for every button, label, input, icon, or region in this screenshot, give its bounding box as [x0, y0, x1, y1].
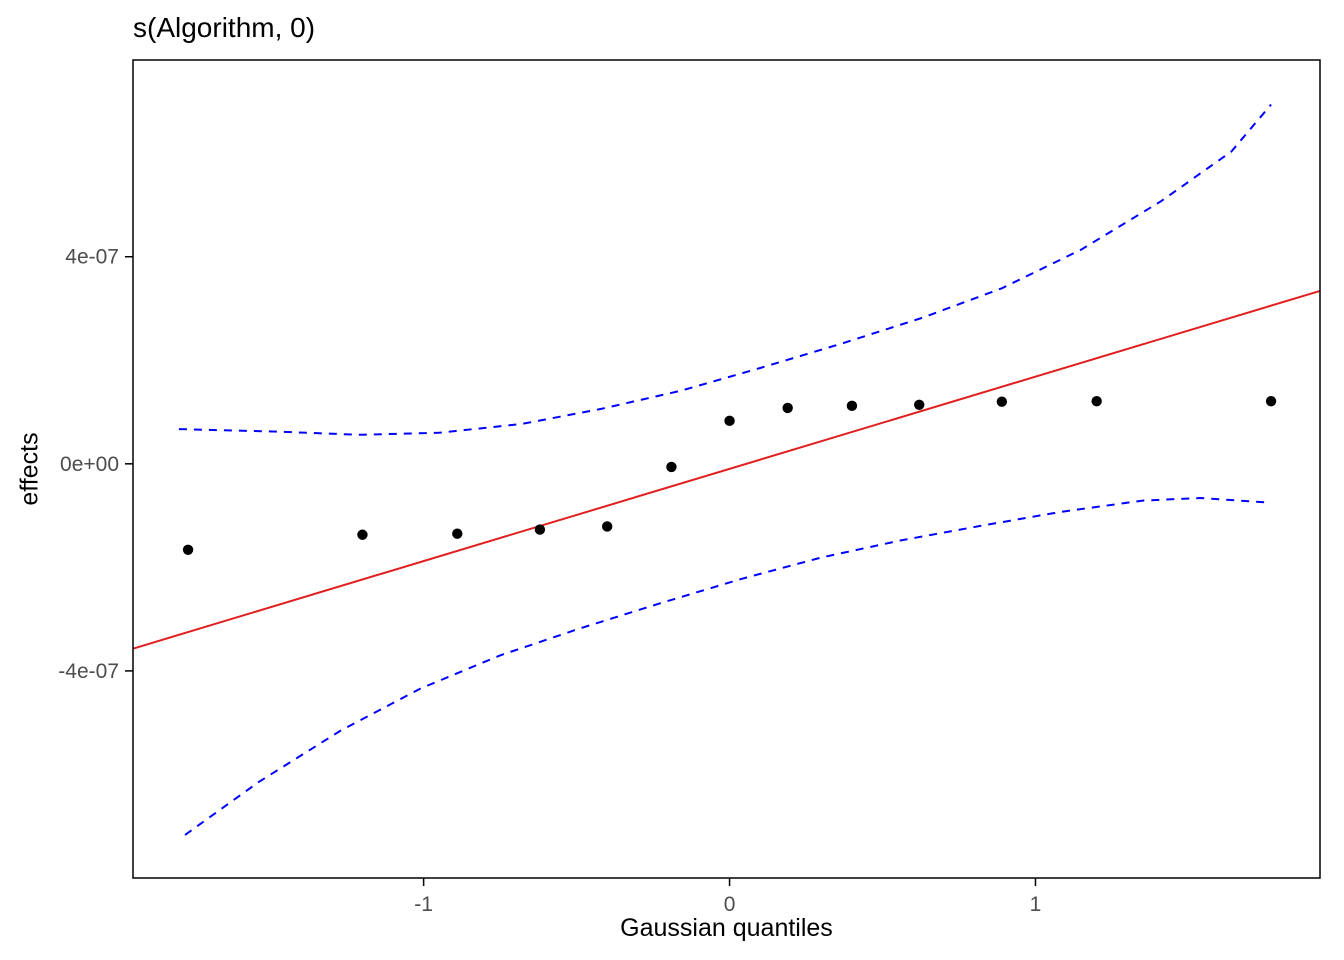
reference-line: [132, 289, 1321, 650]
data-point: [724, 415, 735, 427]
x-tick-label: 1: [1030, 893, 1042, 916]
x-axis-label: Gaussian quantiles: [620, 914, 833, 942]
data-point: [782, 402, 793, 414]
x-tick-label: 0: [724, 893, 736, 916]
y-tick-label: 0e+00: [60, 453, 119, 476]
data-point: [914, 399, 925, 411]
data-point: [452, 528, 463, 539]
data-point: [601, 521, 613, 532]
upper-confidence-band: [178, 103, 1272, 436]
data-point: [1265, 395, 1277, 407]
panel-border: [132, 59, 1321, 879]
lower-confidence-band: [184, 496, 1272, 836]
x-tick-label: -1: [414, 893, 433, 916]
data-point: [996, 396, 1008, 407]
y-tick-label: 4e-07: [65, 246, 119, 269]
data-point: [846, 400, 858, 412]
chart-title: s(Algorithm, 0): [133, 12, 316, 43]
data-point: [182, 544, 194, 555]
data-point: [357, 529, 368, 540]
y-tick-label: -4e-07: [58, 660, 119, 683]
data-point: [534, 524, 546, 535]
data-point: [666, 461, 677, 473]
data-point: [1091, 395, 1102, 407]
